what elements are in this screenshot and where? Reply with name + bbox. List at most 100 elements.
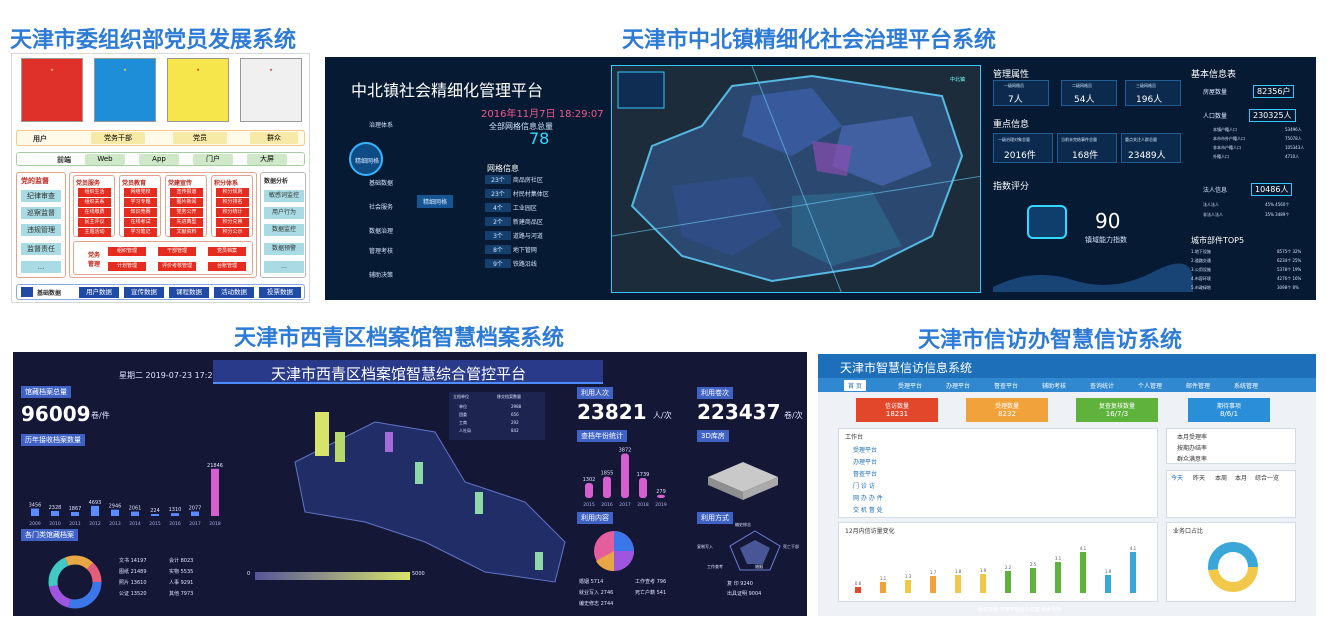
parts-row: 1.地下设施 8575个 32%: [1191, 249, 1302, 254]
work-row[interactable]: 督查平台: [853, 471, 878, 478]
monthly-bar-label: 4.1: [1130, 546, 1137, 551]
menu-item-assessment[interactable]: 管理考核: [369, 248, 394, 255]
service-item[interactable]: 在线缴费: [78, 208, 111, 217]
management-item[interactable]: 评价考核管理: [158, 262, 196, 271]
stat-card-accepted[interactable]: 受理数量 8232: [966, 398, 1048, 422]
service-item[interactable]: 图片新闻: [170, 198, 203, 207]
parts-rows: 1.地下设施 8575个 32% 2.道路交通 6234个 25% 3.公用设施 53…: [1191, 249, 1311, 294]
nav-query[interactable]: 查询统计: [1090, 383, 1115, 390]
menu-item-base[interactable]: 基础数据: [369, 180, 394, 187]
supervision-item-4[interactable]: 监督责任: [21, 243, 61, 255]
monthly-bar: [930, 576, 936, 593]
work-row[interactable]: 受理平台: [853, 447, 878, 454]
population-label: 人口数量: [1203, 113, 1228, 120]
nav-mail[interactable]: 邮件管理: [1186, 383, 1211, 390]
supervision-item-2[interactable]: 巡察监督: [21, 207, 61, 219]
stat-card-petitions[interactable]: 信访数量 18231: [856, 398, 938, 422]
period-tab-today[interactable]: 今天: [1171, 475, 1184, 482]
legend-item: 婚姻 5714: [579, 579, 604, 585]
service-item[interactable]: 组织关系: [78, 198, 111, 207]
work-row[interactable]: 门 诊 访: [853, 483, 875, 490]
service-item[interactable]: 在线考试: [124, 218, 157, 227]
period-tab-overview[interactable]: 综合一览: [1255, 475, 1280, 482]
supervision-box: 党的监督 纪律审查 巡察监督 违规管理 监督责任 ...: [16, 172, 66, 278]
nav-assess[interactable]: 辅助考核: [1042, 383, 1067, 390]
period-tab-month[interactable]: 本月: [1235, 475, 1248, 482]
households-value: 82356户: [1253, 85, 1295, 98]
petition-footer: 版权所有 天津市信访办公室 技术支持: [978, 607, 1062, 613]
service-item[interactable]: 积分公示: [216, 228, 249, 237]
terminal-portal[interactable]: 门户: [193, 154, 233, 165]
menu-item-data[interactable]: 数据治理: [369, 228, 394, 235]
base-item[interactable]: 宣传数据: [124, 287, 164, 298]
petition-system-title: 天津市智慧信访信息系统: [840, 361, 973, 375]
nav-home[interactable]: 首 页: [844, 380, 866, 391]
town-map[interactable]: 中北镇: [611, 65, 981, 293]
services-box: 党员服务 组织生活 组织关系 在线缴费 民主评议 主题活动 党员教育 网络党校 …: [69, 172, 257, 278]
user-item-cadre[interactable]: 党务干部: [91, 132, 145, 144]
work-row[interactable]: 网 办 办 件: [853, 495, 883, 502]
service-item[interactable]: 积分排名: [216, 198, 249, 207]
nav-accept[interactable]: 受理平台: [898, 383, 923, 390]
service-item[interactable]: 宣传报道: [170, 188, 203, 197]
menu-item-grid[interactable]: 精细网格: [355, 158, 380, 165]
nav-supervise[interactable]: 督查平台: [994, 383, 1019, 390]
work-row[interactable]: 交 机 督 处: [853, 507, 883, 514]
user-item-member[interactable]: 党员: [173, 132, 227, 144]
period-tab-yesterday[interactable]: 昨天: [1193, 475, 1206, 482]
service-item[interactable]: 文献资料: [170, 228, 203, 237]
work-row[interactable]: 办理平台: [853, 459, 878, 466]
service-item[interactable]: 学习笔记: [124, 228, 157, 237]
menu-item-service[interactable]: 社会服务: [369, 204, 394, 211]
service-item[interactable]: 党务公开: [170, 208, 203, 217]
base-item[interactable]: 活动数据: [214, 287, 254, 298]
table-cell: 656: [511, 412, 519, 417]
nav-system[interactable]: 系统管理: [1234, 383, 1259, 390]
base-item[interactable]: 课程数据: [169, 287, 209, 298]
management-item[interactable]: 干部管理: [158, 247, 196, 256]
book-cover-2: ★: [94, 58, 156, 122]
analysis-item-3[interactable]: 数据监控: [264, 224, 304, 236]
supervision-item-1[interactable]: 纪律审查: [21, 190, 61, 202]
submenu-grid[interactable]: 精细网格: [417, 195, 454, 208]
analysis-item-2[interactable]: 用户行为: [264, 207, 304, 219]
supervision-item-5[interactable]: ...: [21, 261, 61, 273]
menu-item-governance[interactable]: 治理体系: [369, 122, 394, 129]
management-item[interactable]: 党员档案: [208, 247, 246, 256]
service-item[interactable]: 民主评议: [78, 218, 111, 227]
analysis-item-5[interactable]: ...: [264, 261, 304, 273]
management-item[interactable]: 台账管理: [208, 262, 246, 271]
terminal-screen[interactable]: 大屏: [247, 154, 287, 165]
history-bar-label: 2061: [129, 506, 142, 512]
terminal-app[interactable]: App: [139, 154, 179, 165]
service-item[interactable]: 组织生活: [78, 188, 111, 197]
service-item[interactable]: 知识竞赛: [124, 208, 157, 217]
service-item[interactable]: 积分统计: [216, 208, 249, 217]
nav-handle[interactable]: 办理平台: [946, 383, 971, 390]
service-item[interactable]: 积分规则: [216, 188, 249, 197]
management-item[interactable]: 组织管理: [108, 247, 146, 256]
attr-card-1: 一级网格员 7人: [993, 80, 1049, 106]
nav-personal[interactable]: 个人管理: [1138, 383, 1163, 390]
menu-item-decision[interactable]: 辅助决策: [369, 272, 394, 279]
service-item[interactable]: 学习专题: [124, 198, 157, 207]
base-item[interactable]: 用户数据: [79, 287, 119, 298]
base-item[interactable]: 投票数据: [259, 287, 301, 298]
management-item[interactable]: 计划管理: [108, 262, 146, 271]
party-system-screenshot: ★ ★ ★ ★ 用户 党务干部 党员 群众 前端 Web App 门户 大屏 党…: [11, 53, 310, 303]
period-tab-week[interactable]: 本周: [1215, 475, 1228, 482]
user-item-public[interactable]: 群众: [250, 132, 298, 144]
category-donut: [48, 555, 102, 609]
terminal-web[interactable]: Web: [85, 154, 125, 165]
analysis-item-4[interactable]: 数据预警: [264, 243, 304, 255]
district-map[interactable]: [235, 392, 575, 612]
service-item[interactable]: 先进典型: [170, 218, 203, 227]
service-item[interactable]: 积分兑换: [216, 218, 249, 227]
analysis-item-1[interactable]: 敏感词监控: [264, 190, 304, 202]
service-item[interactable]: 主题活动: [78, 228, 111, 237]
stat-card-review[interactable]: 复查复核数量 16/7/3: [1076, 398, 1158, 422]
stat-card-pending[interactable]: 期待事项 8/6/1: [1188, 398, 1270, 422]
service-item[interactable]: 网络党校: [124, 188, 157, 197]
menu-active-ring[interactable]: [349, 142, 383, 176]
supervision-item-3[interactable]: 违规管理: [21, 224, 61, 236]
